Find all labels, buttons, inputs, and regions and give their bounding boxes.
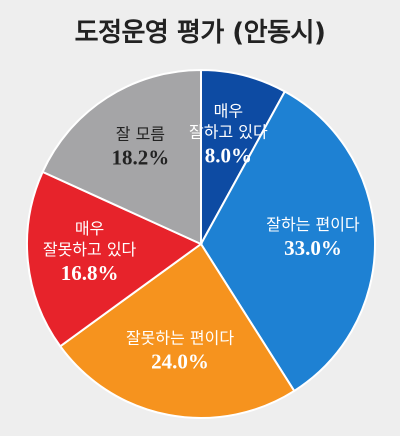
pie-slice-4 [26,170,203,348]
slice-value-3: 24.0% [151,350,209,374]
slice-label-4-line-1: 매우 [75,219,104,238]
slice-value-5: 18.2% [112,145,170,169]
slice-label-3: 잘못하는 편이다 [126,329,234,348]
pie-slice-2 [199,90,376,393]
slice-label-4-line-2: 잘못하고 있다 [43,240,137,259]
slice-label-1-line-2: 잘하고 있다 [189,122,268,141]
slice-label-2: 잘하는 편이다 [266,215,360,234]
chart-title: 도정운영 평가 (안동시) [74,18,326,48]
pie-slice-3 [58,242,296,419]
slice-label-5: 잘 모름 [116,124,165,143]
pie-slice-5 [41,68,202,246]
slice-value-2: 33.0% [284,236,342,260]
slice-value-1: 8.0% [205,143,252,167]
slice-label-1-line-1: 매우 [214,101,243,120]
slice-value-4: 16.8% [61,261,119,285]
